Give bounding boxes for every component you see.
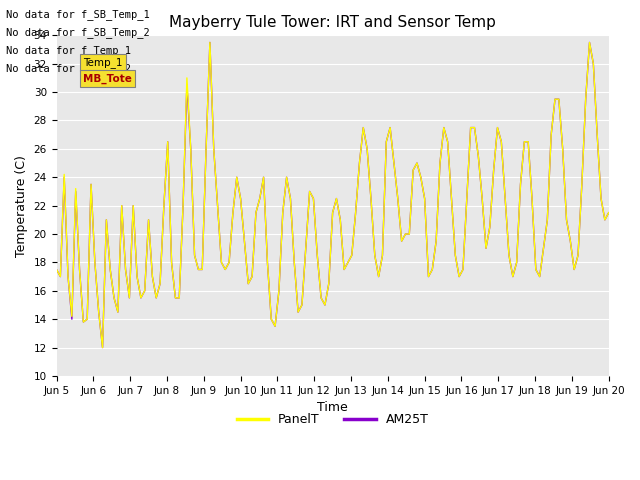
X-axis label: Time: Time	[317, 401, 348, 414]
Legend: PanelT, AM25T: PanelT, AM25T	[232, 408, 434, 431]
Text: No data for f_Temp_1: No data for f_Temp_1	[6, 45, 131, 56]
Text: Temp_1: Temp_1	[83, 57, 123, 68]
Text: MB_Tote: MB_Tote	[83, 73, 132, 84]
Text: No data for f_SB_Temp_1: No data for f_SB_Temp_1	[6, 9, 150, 20]
Text: No data for f_Temp_2: No data for f_Temp_2	[6, 63, 131, 74]
Y-axis label: Temperature (C): Temperature (C)	[15, 155, 28, 257]
Title: Mayberry Tule Tower: IRT and Sensor Temp: Mayberry Tule Tower: IRT and Sensor Temp	[169, 15, 496, 30]
Text: No data for f_SB_Temp_2: No data for f_SB_Temp_2	[6, 27, 150, 38]
